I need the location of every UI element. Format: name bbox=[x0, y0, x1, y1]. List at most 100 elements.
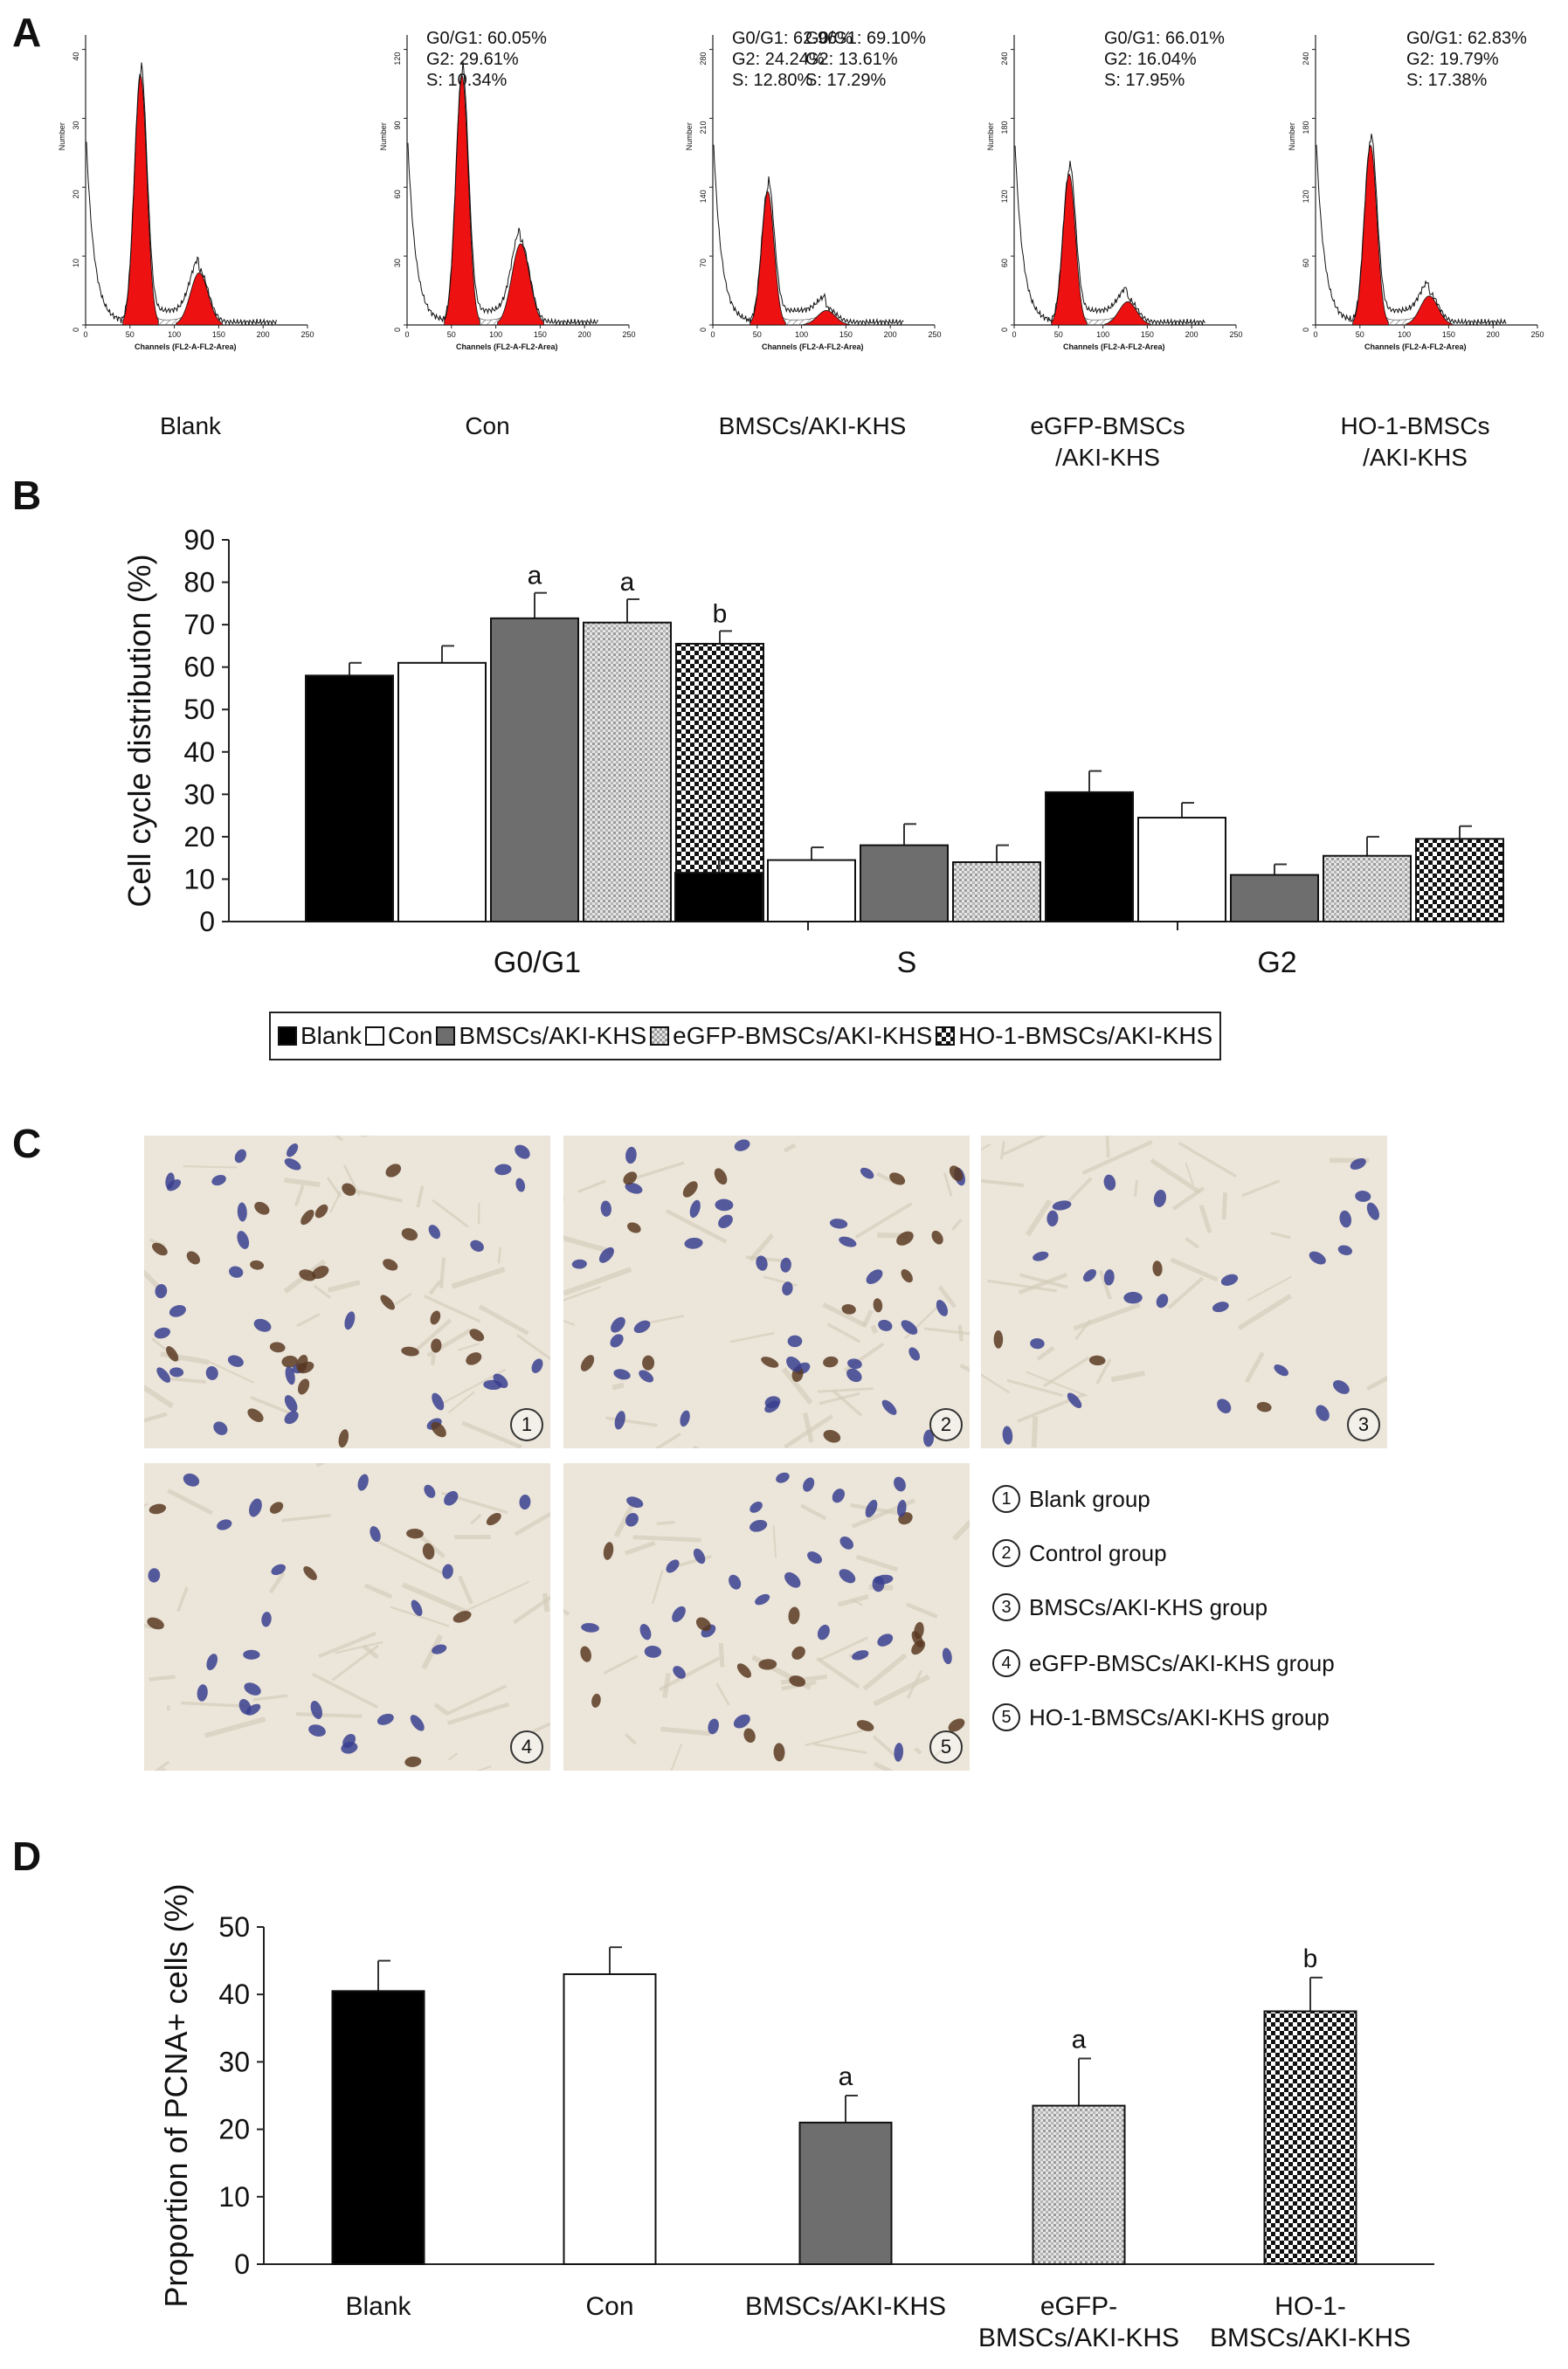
hist-x-tick: 50 bbox=[447, 330, 456, 339]
legend-swatch bbox=[936, 1026, 956, 1046]
hist-y-tick: 240 bbox=[1302, 52, 1310, 66]
bar-egfp-bmscs-aki-khs bbox=[952, 861, 1041, 922]
micrograph-caption: 4 eGFP-BMSCs/AKI-KHS group bbox=[992, 1649, 1335, 1677]
micrograph-number: 5 bbox=[929, 1730, 963, 1764]
x-category-label: HO-1- bbox=[1274, 2292, 1346, 2321]
hist-x-tick: 200 bbox=[884, 330, 897, 339]
x-category-label: BMSCs/AKI-KHS bbox=[745, 2292, 946, 2321]
stat-line: S: 12.80% bbox=[732, 71, 813, 90]
stat-line: S: 17.29% bbox=[805, 71, 887, 90]
label-line: Con bbox=[465, 412, 510, 439]
panel-letter-a: A bbox=[12, 10, 42, 55]
histogram-plot: 0 30 60 90 120 Number 0 50 100 150 200 250 Channels … bbox=[379, 35, 636, 351]
y-tick-label: 90 bbox=[183, 524, 215, 556]
hist-y-tick: 140 bbox=[699, 190, 708, 203]
hist-x-tick: 50 bbox=[753, 330, 762, 339]
legend-swatch bbox=[650, 1026, 670, 1046]
hist-y-label: Number bbox=[58, 122, 66, 150]
histogram-4: 0 60 120 180 240 Number 0 50 100 150 200 250 Channel… bbox=[983, 28, 1245, 360]
hist-outline bbox=[86, 62, 277, 327]
stat-line: G0/G1: 62.96% bbox=[732, 29, 853, 48]
hist-y-tick: 180 bbox=[1000, 121, 1009, 134]
significance-label: a bbox=[839, 2062, 853, 2091]
stat-line: S: 17.38% bbox=[1406, 71, 1488, 90]
hist-x-tick: 0 bbox=[1012, 330, 1016, 339]
histogram-plot: 0 60 120 180 240 Number 0 50 100 150 200 250 Channel… bbox=[986, 35, 1243, 351]
hist-y-tick: 60 bbox=[1000, 259, 1009, 267]
histogram-plot: 0 10 20 30 40 Number 0 50 100 150 200 250 Channels (… bbox=[58, 35, 314, 351]
y-axis-label: Proportion of PCNA+ cells (%) bbox=[158, 1883, 194, 2307]
legend-item: Con bbox=[365, 1022, 432, 1050]
micrograph-caption: 2 Control group bbox=[992, 1539, 1167, 1567]
micrograph-number: 2 bbox=[929, 1408, 963, 1441]
bar-con bbox=[563, 1973, 657, 2265]
micrograph-4: 4 bbox=[144, 1463, 550, 1771]
stat-line: G2: 24.24% bbox=[732, 50, 825, 69]
histogram-stats: G0/G1: 62.83% G2: 19.79% S: 17.38% bbox=[1406, 28, 1527, 91]
micrograph-image bbox=[144, 1463, 550, 1771]
hist-x-tick: 0 bbox=[710, 330, 715, 339]
y-tick-label: 50 bbox=[183, 694, 215, 725]
hist-y-tick: 280 bbox=[699, 52, 708, 66]
y-axis-label: Cell cycle distribution (%) bbox=[121, 554, 157, 907]
hist-y-tick: 0 bbox=[1302, 328, 1310, 332]
label-line: eGFP-BMSCs bbox=[1030, 412, 1185, 439]
hist-x-tick: 150 bbox=[534, 330, 547, 339]
legend-label: eGFP-BMSCs/AKI-KHS bbox=[673, 1022, 933, 1049]
micrograph-image bbox=[563, 1136, 970, 1448]
bar-bmscs-aki-khs bbox=[798, 2121, 893, 2265]
hist-outline bbox=[713, 144, 904, 327]
caption-number: 2 bbox=[992, 1539, 1020, 1567]
histogram-3: 0 70 140 210 280 Number 0 50 100 150 200 250 Channel… bbox=[681, 28, 943, 360]
histogram-5: 0 60 120 180 240 Number 0 50 100 150 200 250 Channel… bbox=[1284, 28, 1546, 360]
y-tick-label: 40 bbox=[183, 736, 215, 768]
hist-y-tick: 30 bbox=[393, 259, 402, 267]
bar-ho-1-bmscs-aki-khs bbox=[1415, 838, 1504, 923]
histogram-label: Blank bbox=[51, 411, 330, 442]
hist-y-tick: 0 bbox=[393, 328, 402, 332]
hist-y-tick: 20 bbox=[72, 190, 80, 198]
hist-x-tick: 100 bbox=[489, 330, 502, 339]
significance-label: a bbox=[620, 568, 635, 597]
hist-x-tick: 150 bbox=[839, 330, 853, 339]
y-tick-label: 10 bbox=[218, 2181, 250, 2213]
legend-item: Blank bbox=[278, 1022, 362, 1050]
caption-number: 5 bbox=[992, 1703, 1020, 1731]
caption-text: Control group bbox=[1029, 1539, 1167, 1566]
legend-label: BMSCs/AKI-KHS bbox=[459, 1022, 647, 1049]
micrograph-number: 1 bbox=[510, 1408, 543, 1441]
panel-letter-c: C bbox=[12, 1121, 42, 1166]
legend-item: HO-1-BMSCs/AKI-KHS bbox=[936, 1022, 1212, 1050]
legend-label: Con bbox=[388, 1022, 433, 1049]
histogram-plot: 0 70 140 210 280 Number 0 50 100 150 200 250 Channel… bbox=[685, 35, 942, 351]
micrograph-image bbox=[981, 1136, 1387, 1448]
hist-x-tick: 100 bbox=[1398, 330, 1411, 339]
legend-swatch bbox=[278, 1026, 297, 1046]
y-tick-label: 30 bbox=[218, 2046, 250, 2077]
hist-x-label: Channels (FL2-A-FL2-Area) bbox=[762, 342, 864, 351]
caption-number: 3 bbox=[992, 1593, 1020, 1621]
caption-text: Blank group bbox=[1029, 1485, 1150, 1512]
significance-label: b bbox=[713, 599, 728, 628]
hist-g2-peak bbox=[803, 309, 850, 326]
stat-line: G0/G1: 66.01% bbox=[1104, 29, 1225, 48]
hist-y-label: Number bbox=[685, 122, 694, 150]
hist-x-tick: 150 bbox=[1442, 330, 1455, 339]
x-category-label: BMSCs/AKI-KHS bbox=[1210, 2324, 1411, 2352]
legend-item: BMSCs/AKI-KHS bbox=[436, 1022, 646, 1050]
x-category-label: BMSCs/AKI-KHS bbox=[978, 2324, 1179, 2352]
hist-y-tick: 90 bbox=[393, 121, 402, 129]
x-category-label: eGFP- bbox=[1040, 2292, 1117, 2321]
label-line: Blank bbox=[159, 412, 222, 439]
hist-y-tick: 240 bbox=[1000, 52, 1009, 66]
panel-letter-d: D bbox=[12, 1834, 42, 1879]
significance-label: a bbox=[1072, 2026, 1087, 2055]
stat-line: G0/G1: 60.05% bbox=[426, 29, 547, 48]
caption-text: eGFP-BMSCs/AKI-KHS group bbox=[1029, 1649, 1335, 1676]
legend-item: eGFP-BMSCs/AKI-KHS bbox=[650, 1022, 932, 1050]
caption-number: 1 bbox=[992, 1485, 1020, 1513]
bar-blank bbox=[1045, 791, 1134, 922]
hist-x-tick: 50 bbox=[1054, 330, 1063, 339]
histogram-1: 0 10 20 30 40 Number 0 50 100 150 200 250 Channels (… bbox=[54, 28, 547, 360]
hist-g1-peak bbox=[749, 190, 786, 326]
